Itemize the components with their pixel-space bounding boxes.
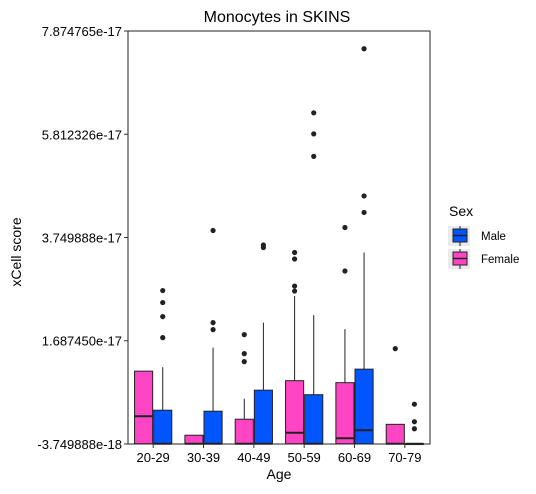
box-female-60-69 [335, 224, 355, 445]
outlier-point [260, 242, 266, 248]
box-body [134, 370, 154, 445]
outlier-point [361, 46, 367, 52]
legend-label: Female [481, 254, 519, 266]
box-female-20-29 [134, 370, 154, 445]
y-tick-label: 7.874765e-17 [42, 24, 122, 39]
outlier-point [311, 110, 317, 116]
chart-title: Monocytes in SKINS [204, 9, 351, 26]
outlier-point [160, 335, 166, 341]
outlier-point [292, 283, 298, 289]
outlier-point [241, 359, 247, 365]
x-tick-label: 70-79 [388, 450, 421, 465]
legend: Sex Male Female [448, 203, 519, 269]
y-tick-label: -3.749888e-18 [37, 437, 122, 452]
outlier-point [292, 249, 298, 256]
box-male-30-39 [203, 227, 223, 445]
box-male-40-49 [253, 242, 273, 445]
y-axis: 7.874765e-17 5.812326e-17 3.749888e-17 1.68… [37, 24, 128, 452]
legend-item-female: Female [448, 249, 519, 269]
outlier-point [411, 419, 417, 425]
y-axis-title: xCell score [8, 217, 24, 286]
x-tick-label: 20-29 [137, 450, 170, 465]
box-male-70-79 [404, 401, 424, 446]
outlier-point [342, 224, 348, 231]
outlier-point [411, 426, 417, 432]
outlier-point [292, 288, 298, 294]
outlier-point [392, 346, 398, 352]
box-male-50-59 [304, 110, 324, 445]
outlier-point [241, 351, 247, 357]
box-body [184, 434, 204, 445]
box-male-20-29 [153, 287, 173, 445]
y-tick-label: 1.687450e-17 [42, 334, 122, 349]
x-tick-label: 50-59 [288, 450, 321, 465]
outlier-point [160, 299, 166, 306]
legend-label: Male [481, 231, 506, 243]
outlier-point [160, 313, 166, 320]
outlier-point [311, 131, 317, 137]
y-tick-label: 3.749888e-17 [42, 231, 122, 246]
outlier-point [160, 287, 166, 294]
outlier-point [311, 153, 317, 159]
outlier-point [411, 401, 417, 407]
outlier-point [210, 319, 216, 326]
legend-title: Sex [449, 203, 473, 219]
outlier-point [241, 332, 247, 338]
box-body [203, 410, 223, 445]
outlier-point [342, 268, 348, 274]
outlier-point [361, 193, 367, 199]
box-female-40-49 [234, 332, 254, 445]
box-female-30-39 [184, 434, 204, 445]
legend-item-male: Male [448, 226, 506, 246]
outlier-point [210, 327, 216, 333]
outlier-point [292, 256, 298, 262]
x-tick-label: 40-49 [237, 450, 270, 465]
box-body [385, 423, 405, 445]
box-female-70-79 [385, 346, 405, 445]
box-body [234, 418, 254, 445]
x-tick-label: 30-39 [187, 450, 220, 465]
y-tick-label: 5.812326e-17 [42, 127, 122, 142]
box-male-60-69 [354, 46, 374, 445]
box-female-50-59 [285, 249, 305, 445]
box-body [335, 382, 355, 445]
x-axis-title: Age [267, 466, 292, 482]
box-body [354, 368, 374, 445]
box-layer [134, 46, 424, 446]
x-axis: 20-29 30-39 40-49 50-59 60-69 70-79 [137, 444, 421, 465]
box-body [304, 394, 324, 445]
outlier-point [210, 227, 216, 234]
box-body [253, 389, 273, 445]
box-body [285, 380, 305, 445]
outlier-point [361, 209, 367, 216]
box-body [153, 409, 173, 445]
x-tick-label: 60-69 [338, 450, 371, 465]
